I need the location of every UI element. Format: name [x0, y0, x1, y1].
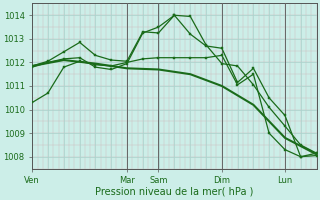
X-axis label: Pression niveau de la mer( hPa ): Pression niveau de la mer( hPa ) — [95, 187, 253, 197]
